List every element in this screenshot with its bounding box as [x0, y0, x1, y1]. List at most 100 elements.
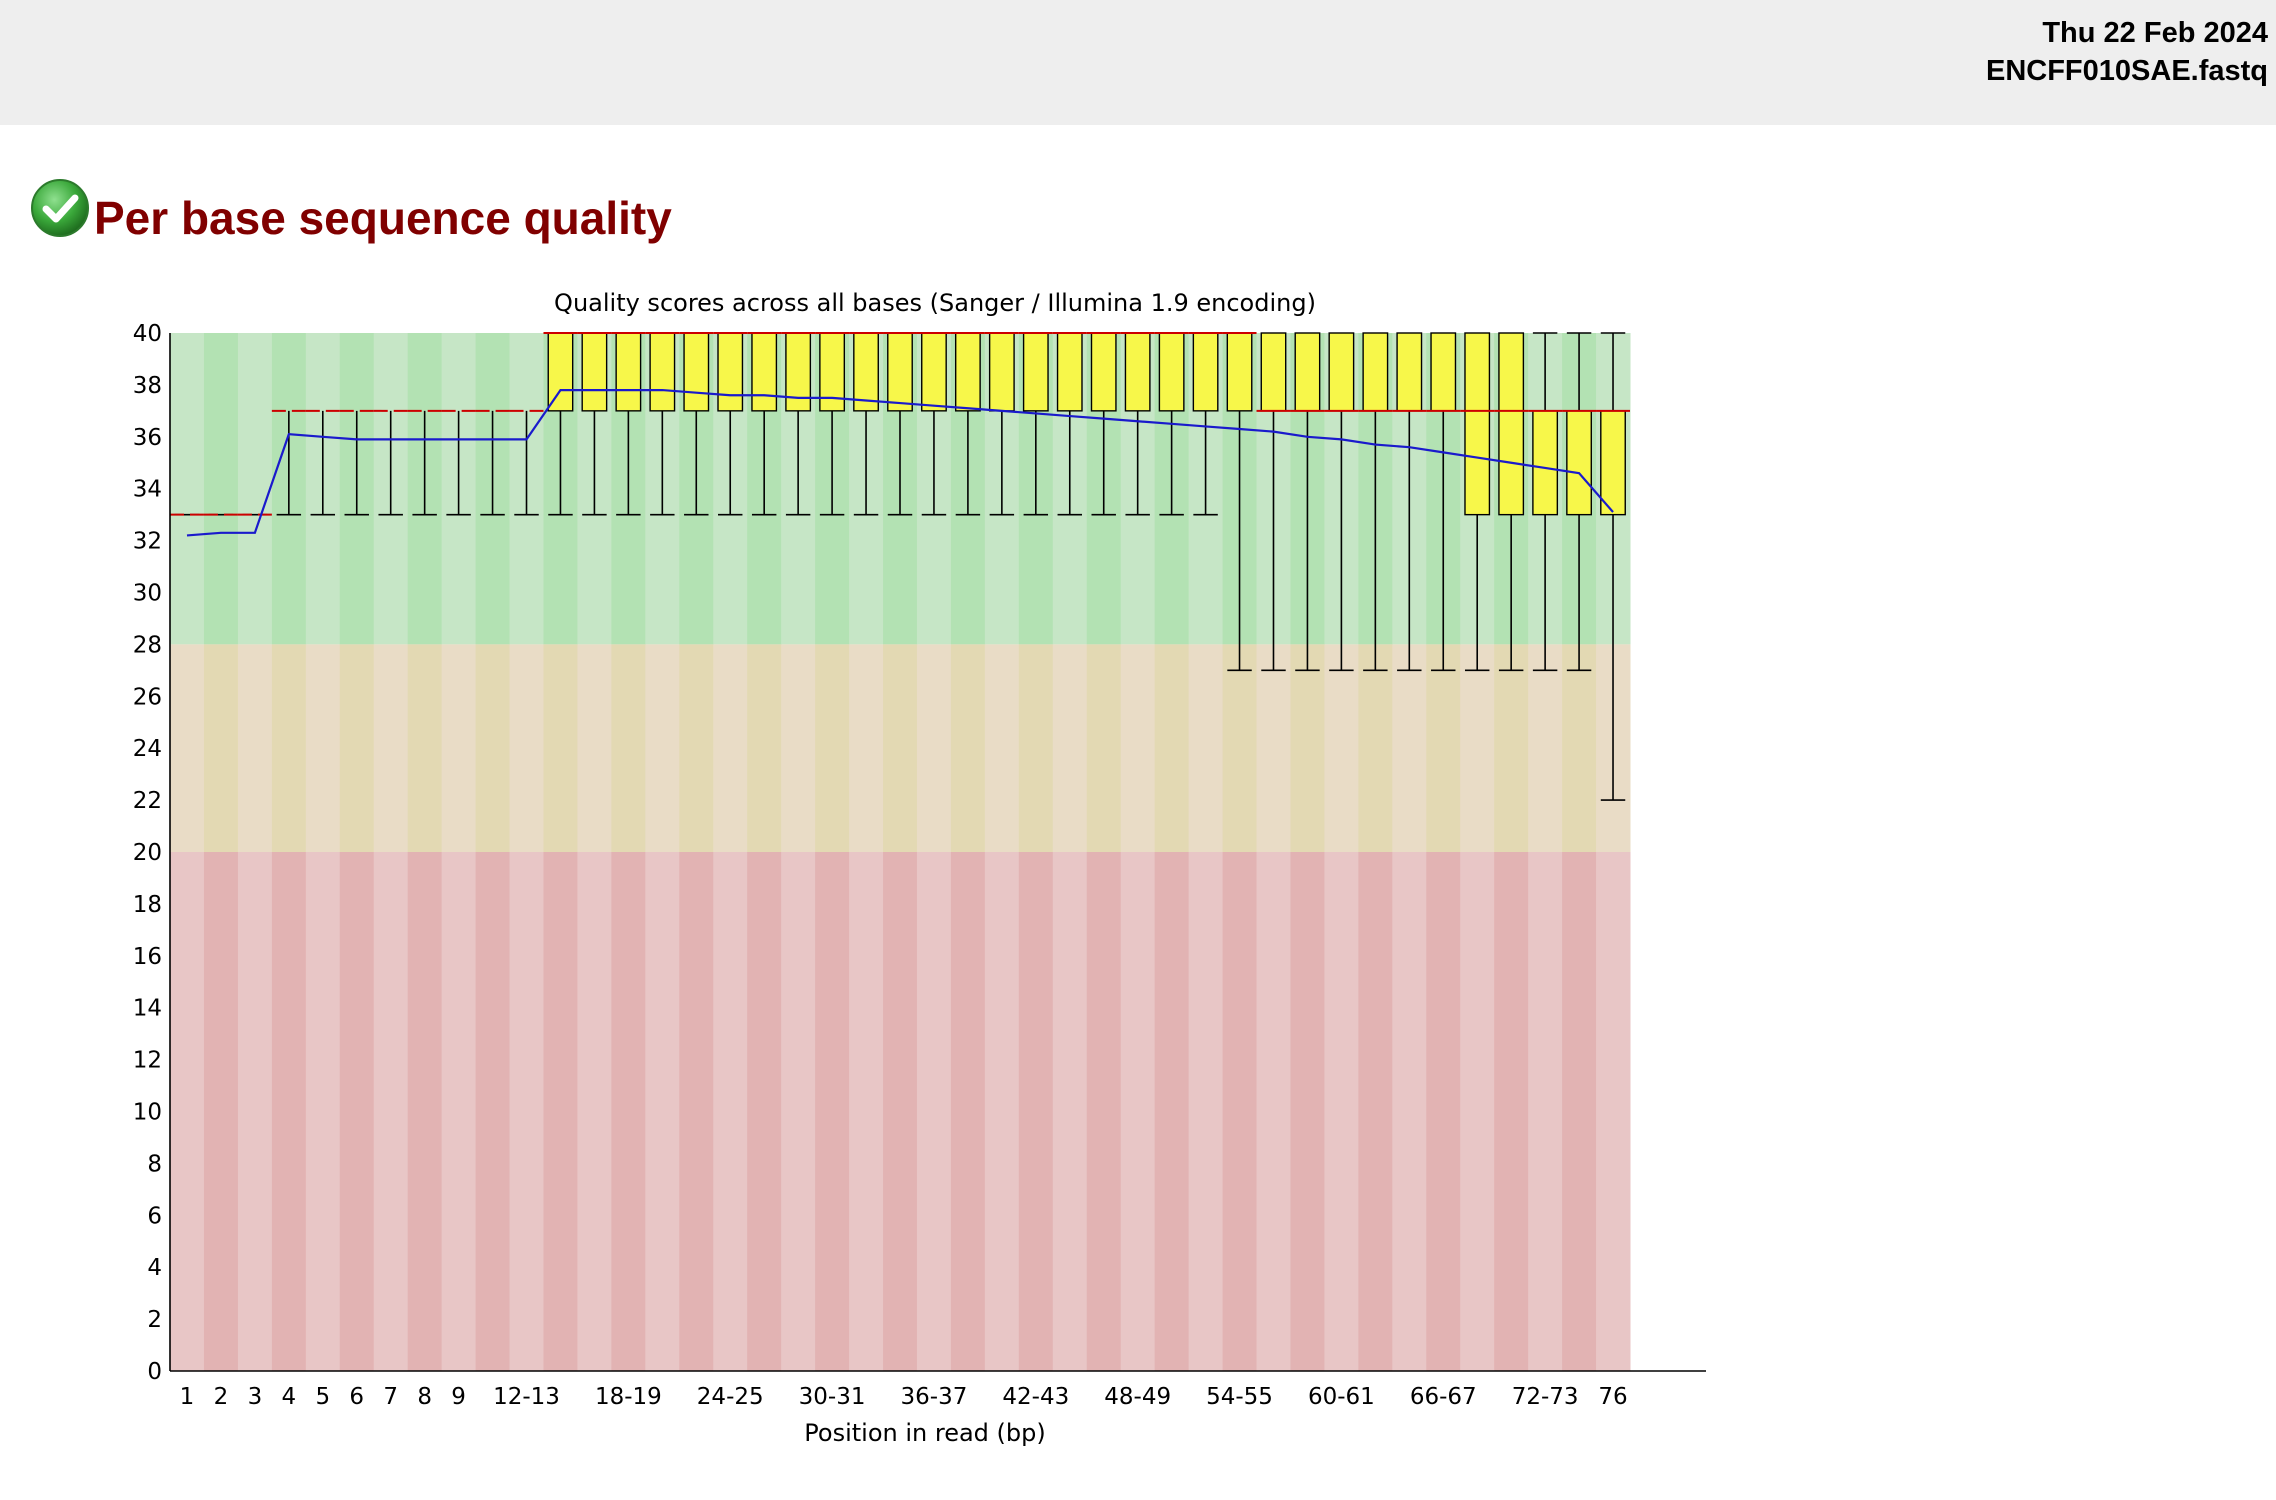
box-54-55	[1222, 332, 1257, 672]
y-tick-label: 28	[133, 632, 162, 658]
x-axis-ticks: 1 2 3 4 5 6 7 8 9 12-13 18-19 24-25 30-31 36-37 42-43 4…	[180, 1384, 1628, 1410]
x-tick-label: 42-43	[1002, 1384, 1069, 1410]
fail-zone-stripe	[1018, 852, 1054, 1371]
warning-zone-stripe	[713, 644, 748, 852]
box-44-45	[1052, 332, 1087, 516]
y-tick-label: 36	[133, 425, 162, 451]
report-date: Thu 22 Feb 2024	[2042, 17, 2268, 49]
fail-zone-stripe	[679, 852, 714, 1371]
x-tick-label: 4	[282, 1384, 297, 1410]
box-76	[1596, 332, 1630, 801]
fail-zone-stripe	[170, 852, 205, 1371]
box-58-59	[1290, 332, 1325, 672]
warning-zone-stripe	[1460, 644, 1495, 852]
box-70-71	[1494, 332, 1529, 672]
box-36-37	[916, 332, 951, 516]
fail-zone-stripe	[1256, 852, 1291, 1371]
x-tick-label: 6	[349, 1384, 364, 1410]
iqr-box	[1328, 332, 1355, 412]
box-5	[305, 409, 340, 516]
y-tick-label: 40	[133, 321, 162, 347]
fail-zone-stripe	[1052, 852, 1088, 1371]
y-tick-label: 22	[133, 788, 162, 814]
fail-zone-stripe	[1460, 852, 1495, 1371]
iqr-box	[988, 332, 1015, 412]
fail-zone-stripe	[305, 852, 341, 1371]
module-title: Per base sequence quality	[94, 192, 672, 244]
iqr-box	[1498, 332, 1525, 516]
x-tick-label: 66-67	[1410, 1384, 1477, 1410]
y-tick-label: 32	[133, 529, 162, 555]
box-64-65	[1392, 332, 1427, 672]
fail-zone-stripe	[509, 852, 544, 1371]
iqr-box	[1566, 410, 1592, 516]
warning-zone-stripe	[1256, 644, 1291, 852]
iqr-box	[1464, 332, 1491, 516]
warning-zone-stripe	[1358, 644, 1393, 852]
warning-zone-stripe	[407, 644, 443, 852]
fail-zone-stripe	[747, 852, 782, 1371]
fail-zone-stripe	[1358, 852, 1393, 1371]
fail-zone-stripe	[950, 852, 986, 1371]
y-tick-label: 26	[133, 684, 162, 710]
y-tick-label: 6	[147, 1203, 162, 1229]
warning-zone-stripe	[1290, 644, 1325, 852]
iqr-box	[717, 332, 744, 412]
fail-zone-stripe	[1596, 852, 1631, 1371]
iqr-box	[1294, 332, 1321, 412]
y-tick-label: 10	[133, 1100, 162, 1126]
box-10-11	[475, 409, 510, 516]
box-8	[407, 409, 442, 516]
y-tick-label: 14	[133, 996, 162, 1022]
warning-zone-stripe	[170, 644, 205, 852]
box-32-33	[849, 332, 884, 516]
box-12-13	[509, 409, 544, 516]
box-62-63	[1358, 332, 1393, 672]
iqr-box	[1532, 410, 1559, 516]
y-tick-label: 8	[147, 1151, 162, 1177]
warning-zone-stripe	[271, 644, 307, 852]
y-tick-label: 18	[133, 892, 162, 918]
x-tick-label: 3	[248, 1384, 263, 1410]
warning-zone-stripe	[1018, 644, 1054, 852]
warning-zone-stripe	[1222, 644, 1258, 852]
iqr-box	[1022, 332, 1049, 412]
box-46-47	[1086, 332, 1121, 516]
box-26-27	[747, 332, 782, 516]
fail-zone-stripe	[271, 852, 307, 1371]
warning-zone-stripe	[1426, 644, 1461, 852]
box-24-25	[713, 332, 748, 516]
box-66-67	[1426, 332, 1461, 672]
warning-zone-stripe	[203, 644, 239, 852]
box-72-73	[1528, 332, 1563, 672]
fail-zone-stripe	[1426, 852, 1461, 1371]
fail-zone-stripe	[407, 852, 443, 1371]
iqr-box	[615, 332, 642, 412]
report-filename: ENCFF010SAE.fastq	[1985, 55, 2268, 87]
fail-zone-stripe	[1086, 852, 1122, 1371]
box-60-61	[1324, 332, 1359, 672]
x-tick-label: 54-55	[1206, 1384, 1273, 1410]
x-axis-label: Position in read (bp)	[804, 1419, 1045, 1447]
iqr-box	[683, 332, 710, 412]
fail-zone-stripe	[815, 852, 850, 1371]
fail-zone-stripe	[1290, 852, 1325, 1371]
iqr-box	[1090, 332, 1117, 412]
y-tick-label: 2	[147, 1307, 162, 1333]
iqr-box	[853, 332, 879, 412]
fail-zone-stripe	[1528, 852, 1563, 1371]
fail-zone-stripe	[1154, 852, 1190, 1371]
chart-title: Quality scores across all bases (Sanger …	[554, 289, 1316, 317]
warning-zone-stripe	[373, 644, 409, 852]
warning-zone-stripe	[781, 644, 816, 852]
fail-zone-stripe	[1120, 852, 1156, 1371]
x-tick-label: 24-25	[697, 1384, 764, 1410]
iqr-box	[581, 332, 608, 412]
warning-zone-stripe	[1562, 644, 1597, 852]
x-tick-label: 7	[383, 1384, 398, 1410]
fail-zone-stripe	[339, 852, 375, 1371]
warning-zone-stripe	[339, 644, 375, 852]
fail-zone-stripe	[1494, 852, 1529, 1371]
x-tick-label: 36-37	[901, 1384, 968, 1410]
